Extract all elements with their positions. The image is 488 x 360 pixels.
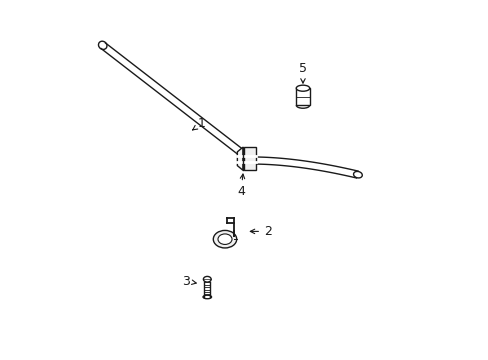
FancyBboxPatch shape [296,88,309,105]
Ellipse shape [296,85,309,91]
Polygon shape [237,147,243,170]
Text: 4: 4 [237,174,244,198]
Ellipse shape [353,171,362,178]
Ellipse shape [203,295,211,299]
Text: 2: 2 [250,225,271,238]
Polygon shape [243,147,256,170]
Text: 3: 3 [182,275,196,288]
Ellipse shape [218,234,231,244]
Text: 5: 5 [298,62,306,83]
Ellipse shape [203,276,211,282]
Ellipse shape [213,230,236,248]
Text: 1: 1 [192,117,205,130]
